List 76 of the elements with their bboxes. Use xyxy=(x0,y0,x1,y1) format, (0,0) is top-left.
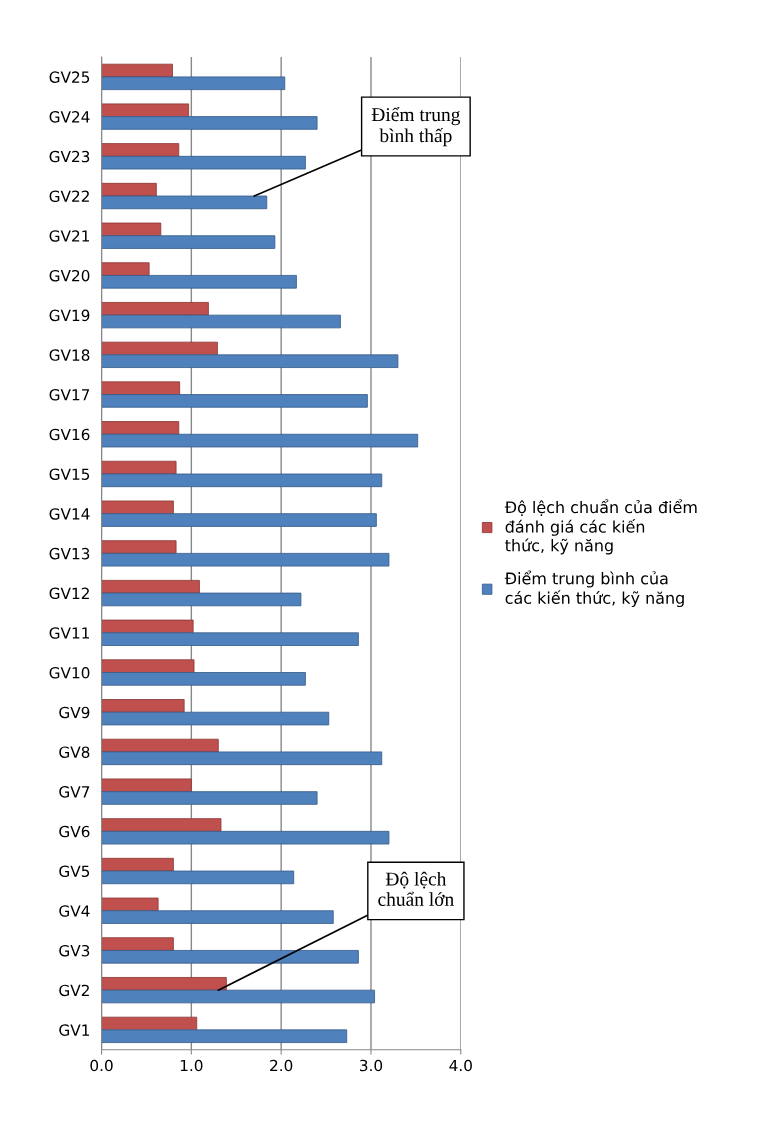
bar xyxy=(101,354,399,368)
y-tick-label: GV21 xyxy=(49,230,90,242)
bar xyxy=(101,421,180,435)
bar xyxy=(101,659,195,673)
bar xyxy=(101,791,318,805)
x-tick-label: 0.0 xyxy=(90,1059,113,1072)
bar xyxy=(101,699,185,713)
bar xyxy=(101,222,162,237)
y-tick-label: GV11 xyxy=(49,627,90,639)
bar xyxy=(101,950,359,964)
bar xyxy=(101,1029,348,1043)
y-tick-label: GV14 xyxy=(49,508,90,520)
y-tick-label: GV12 xyxy=(49,587,89,600)
y-tick-label: GV25 xyxy=(49,71,90,83)
bar xyxy=(101,672,306,686)
x-tick-label: 2.0 xyxy=(270,1059,293,1072)
y-tick-label: GV7 xyxy=(59,786,90,798)
bar xyxy=(101,195,268,210)
bar xyxy=(101,235,276,249)
y-tick-label: GV13 xyxy=(49,547,90,560)
y-tick-label: GV10 xyxy=(49,666,90,679)
bar xyxy=(101,155,306,170)
legend-label: Độ lệch chuẩn của điểm đánh giá các kiến thức, kỹ năng xyxy=(504,499,697,555)
bar xyxy=(101,262,150,276)
bar xyxy=(101,619,194,634)
bar xyxy=(101,473,383,488)
y-tick-label: GV18 xyxy=(49,349,90,361)
legend-label: Điểm trung bình của các kiến thức, kỹ năng xyxy=(504,570,684,608)
bar xyxy=(101,977,227,991)
y-tick-label: GV3 xyxy=(59,944,90,957)
x-tick-label: 4.0 xyxy=(449,1059,472,1072)
y-tick-label: GV19 xyxy=(49,309,90,322)
bar xyxy=(101,870,295,885)
bar xyxy=(101,341,218,356)
bar xyxy=(101,989,375,1004)
bar xyxy=(101,513,377,527)
bar xyxy=(101,937,174,951)
y-tick-label: GV2 xyxy=(59,984,89,997)
bar xyxy=(101,592,302,607)
bar xyxy=(101,830,390,845)
y-tick-label: GV17 xyxy=(49,389,90,401)
bar xyxy=(101,433,419,448)
bar xyxy=(101,552,390,567)
y-tick-label: GV6 xyxy=(59,825,90,838)
y-tick-label: GV20 xyxy=(49,269,90,282)
bar xyxy=(101,897,159,912)
bar xyxy=(101,275,297,289)
bar xyxy=(101,394,368,408)
y-tick-label: GV22 xyxy=(49,190,89,203)
y-tick-label: GV9 xyxy=(59,706,90,719)
y-tick-label: GV24 xyxy=(49,111,90,123)
y-tick-label: GV15 xyxy=(49,468,90,480)
x-tick-label: 1.0 xyxy=(180,1059,203,1072)
bar xyxy=(101,500,174,515)
y-tick-label: GV23 xyxy=(49,150,90,163)
bar xyxy=(101,632,359,646)
bar xyxy=(101,711,330,726)
y-tick-label: GV16 xyxy=(49,428,90,441)
bar xyxy=(101,314,341,329)
annotation: Độ lệch chuẩn lớn xyxy=(378,871,454,906)
bar xyxy=(101,778,192,793)
y-tick-label: GV5 xyxy=(59,865,90,878)
bar xyxy=(101,381,181,395)
x-tick-label: 3.0 xyxy=(359,1059,383,1072)
bar xyxy=(101,76,286,91)
bar xyxy=(101,818,222,832)
y-tick-label: GV4 xyxy=(59,905,90,917)
bar xyxy=(101,540,177,554)
bar xyxy=(101,116,318,130)
annotation: Điểm trung bình thấp xyxy=(371,106,461,147)
y-tick-label: GV1 xyxy=(59,1024,90,1036)
bar xyxy=(101,103,190,118)
bar xyxy=(101,143,180,157)
y-tick-label: GV8 xyxy=(59,746,90,758)
bar xyxy=(101,910,334,924)
bar xyxy=(101,751,383,766)
